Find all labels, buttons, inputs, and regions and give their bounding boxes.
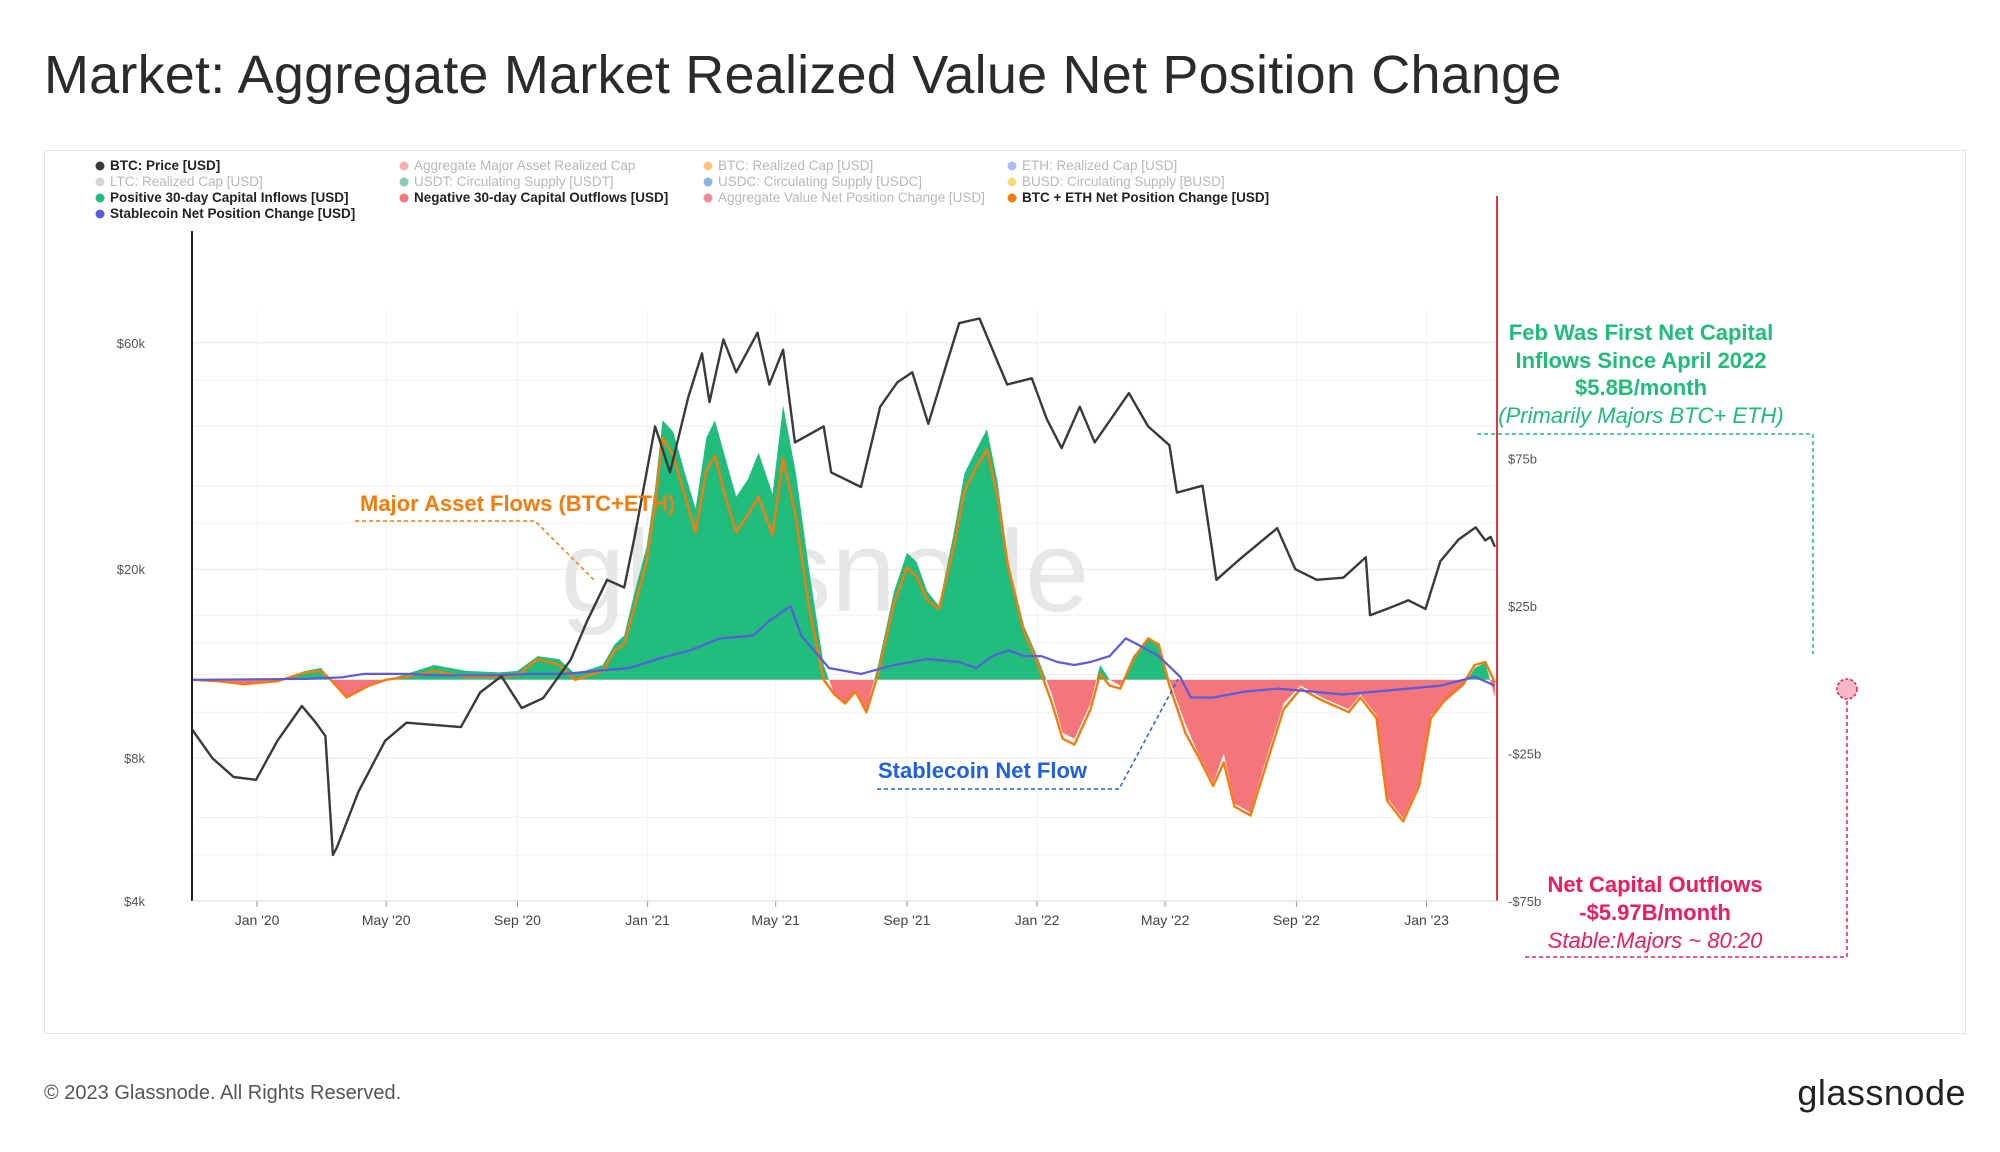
annotation-major-asset-flows: Major Asset Flows (BTC+ETH)	[360, 491, 675, 516]
legend-item[interactable]: Stablecoin Net Position Change [USD]	[95, 206, 356, 221]
legend-label: USDC: Circulating Supply [USDC]	[718, 174, 922, 189]
x-tick-label: May '22	[1141, 912, 1190, 928]
annotation-stablecoin-net-flow: Stablecoin Net Flow	[878, 758, 1088, 783]
btc-eth-net-line	[191, 436, 1496, 823]
footer-copyright: © 2023 Glassnode. All Rights Reserved.	[44, 1082, 402, 1104]
annotation-feb-line4: (Primarily Majors BTC+ ETH)	[1498, 403, 1783, 428]
x-tick-label: Sep '20	[494, 912, 541, 928]
legend-dot	[1007, 161, 1017, 171]
legend-label: Aggregate Value Net Position Change [USD…	[718, 190, 985, 205]
annotation-out-line1: Net Capital Outflows	[1547, 872, 1762, 897]
legend-dot	[399, 193, 409, 203]
legend-item[interactable]: Aggregate Value Net Position Change [USD…	[703, 190, 985, 205]
legend-item[interactable]: Aggregate Major Asset Realized Cap	[399, 158, 636, 173]
legend-dot	[703, 177, 713, 187]
page-title: Market: Aggregate Market Realized Value …	[44, 45, 1562, 105]
legend-item[interactable]: LTC: Realized Cap [USD]	[95, 174, 263, 189]
legend-label: USDT: Circulating Supply [USDT]	[414, 174, 614, 189]
legend-item[interactable]: ETH: Realized Cap [USD]	[1007, 158, 1178, 173]
annotation-out-line2: -$5.97B/month	[1579, 900, 1731, 925]
annotation-feb-line2: Inflows Since April 2022	[1515, 348, 1766, 373]
legend-label: LTC: Realized Cap [USD]	[110, 174, 263, 189]
legend-dot	[95, 193, 105, 203]
y-right-tick-label: $25b	[1508, 599, 1537, 614]
x-tick-label: Sep '21	[883, 912, 930, 928]
legend-label: BUSD: Circulating Supply [BUSD]	[1022, 174, 1225, 189]
legend-item[interactable]: BTC: Realized Cap [USD]	[703, 158, 874, 173]
legend-label: BTC: Realized Cap [USD]	[718, 158, 873, 173]
x-tick-label: May '20	[362, 912, 411, 928]
legend-label: Aggregate Major Asset Realized Cap	[414, 158, 635, 173]
btc-price-line	[191, 317, 1497, 857]
chart-frame: BTC: Price [USD] Aggregate Major Asset Re…	[44, 150, 1966, 1034]
annotation-stablecoin-connector	[877, 678, 1179, 790]
axes-layer: $4k $8k $20k $60k -$75b -$25b $25b $75b Jan '20 M…	[117, 196, 1541, 928]
legend-label: Negative 30-day Capital Outflows [USD]	[414, 190, 668, 205]
y-left-tick-label: $20k	[117, 562, 146, 577]
legend-item[interactable]: USDT: Circulating Supply [USDT]	[399, 174, 614, 189]
x-tick-label: Jan '21	[625, 912, 670, 928]
x-tick-label: May '21	[751, 912, 800, 928]
y-right-tick-label: -$25b	[1508, 747, 1541, 762]
legend-dot	[1007, 193, 1017, 203]
annotation-out-line3: Stable:Majors ~ 80:20	[1548, 928, 1763, 953]
legend-label: BTC: Price [USD]	[110, 158, 220, 173]
y-right-tick-label: -$75b	[1508, 894, 1541, 909]
legend-label: BTC + ETH Net Position Change [USD]	[1022, 190, 1269, 205]
legend-item[interactable]: Negative 30-day Capital Outflows [USD]	[399, 190, 669, 205]
legend-label: ETH: Realized Cap [USD]	[1022, 158, 1177, 173]
stablecoin-net-line	[191, 604, 1496, 699]
legend-item[interactable]: BUSD: Circulating Supply [BUSD]	[1007, 174, 1225, 189]
annotations-layer: Major Asset Flows (BTC+ETH) Stablecoin N…	[355, 320, 1858, 958]
legend-dot	[703, 161, 713, 171]
y-left-tick-label: $8k	[124, 751, 145, 766]
legend-dot	[95, 161, 105, 171]
legend-dot	[399, 177, 409, 187]
legend-dot	[95, 209, 105, 219]
annotation-feb-connector	[1477, 433, 1814, 654]
annotation-out-connector	[1525, 696, 1848, 958]
chart-svg: BTC: Price [USD] Aggregate Major Asset Re…	[95, 158, 1858, 958]
legend-item[interactable]: Positive 30-day Capital Inflows [USD]	[95, 190, 349, 205]
x-tick-label: Jan '22	[1015, 912, 1060, 928]
annotation-out-marker	[1836, 678, 1858, 700]
chart-legend: BTC: Price [USD] Aggregate Major Asset Re…	[95, 158, 1270, 221]
legend-dot	[1007, 177, 1017, 187]
x-tick-label: Sep '22	[1273, 912, 1320, 928]
y-right-tick-label: $75b	[1508, 452, 1537, 467]
legend-label: Stablecoin Net Position Change [USD]	[110, 206, 355, 221]
legend-label: Positive 30-day Capital Inflows [USD]	[110, 190, 349, 205]
legend-dot	[95, 177, 105, 187]
legend-item[interactable]: BTC + ETH Net Position Change [USD]	[1007, 190, 1270, 205]
legend-item[interactable]: BTC: Price [USD]	[95, 158, 221, 173]
y-left-tick-label: $60k	[117, 336, 146, 351]
lines-layer	[191, 317, 1497, 857]
y-left-tick-label: $4k	[124, 894, 145, 909]
annotation-major-asset-connector	[355, 520, 596, 582]
glassnode-logo: glassnode	[1797, 1072, 1966, 1113]
annotation-feb-line3: $5.8B/month	[1575, 375, 1707, 400]
x-tick-label: Jan '23	[1404, 912, 1449, 928]
legend-item[interactable]: USDC: Circulating Supply [USDC]	[703, 174, 923, 189]
x-tick-label: Jan '20	[235, 912, 280, 928]
legend-dot	[399, 161, 409, 171]
legend-dot	[703, 193, 713, 203]
annotation-feb-line1: Feb Was First Net Capital	[1509, 320, 1773, 345]
